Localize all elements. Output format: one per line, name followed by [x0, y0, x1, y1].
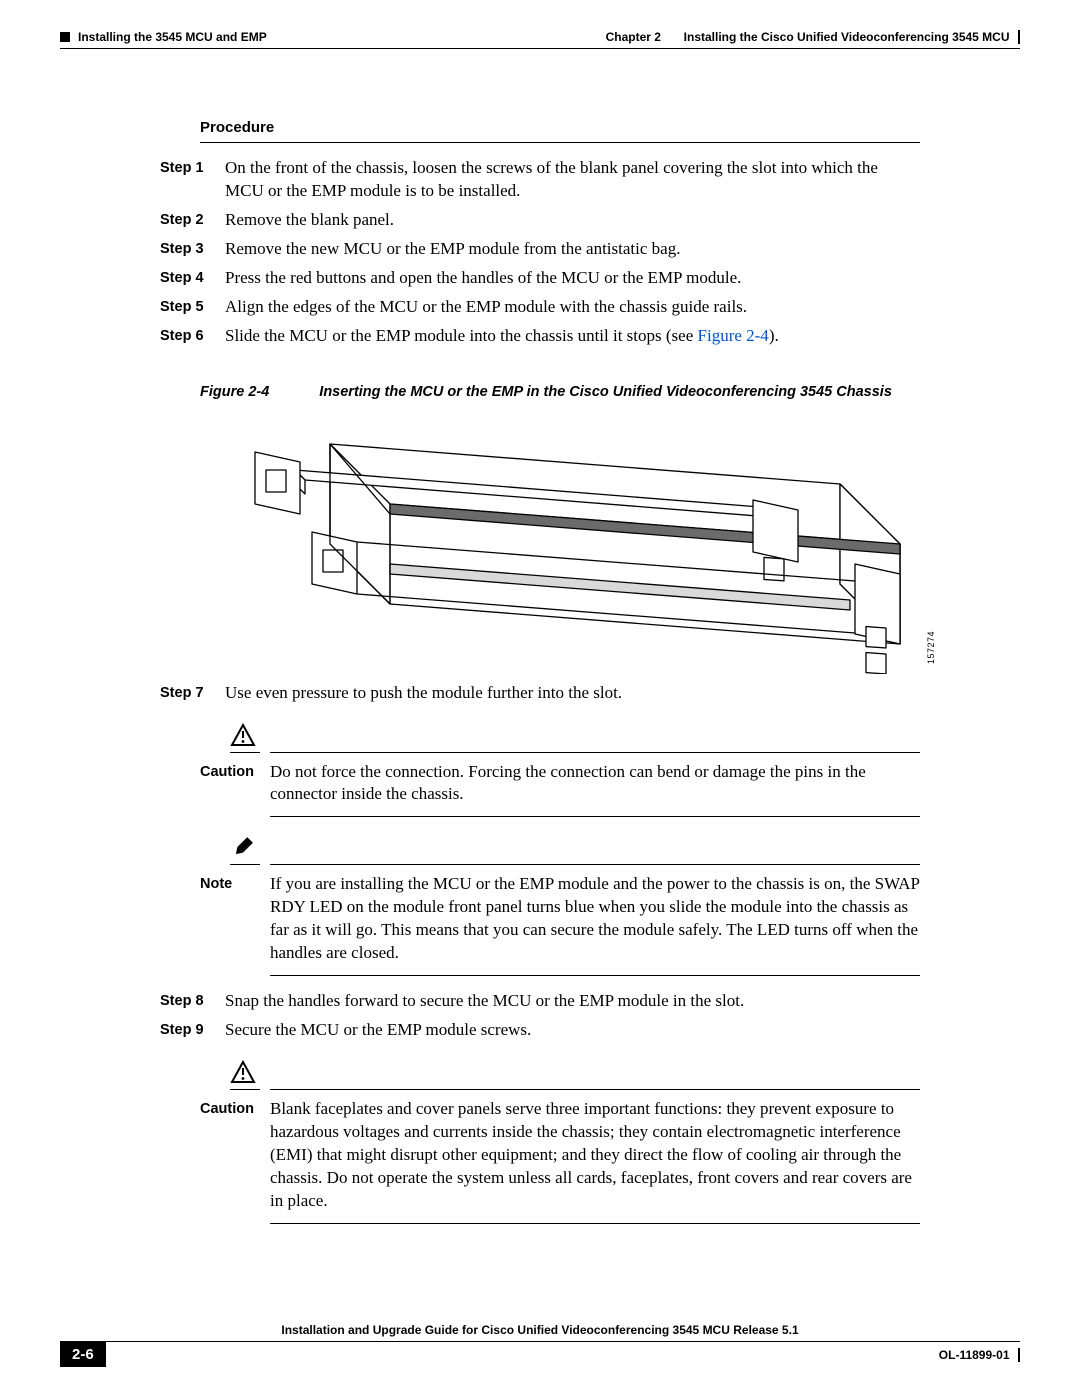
step-text: Remove the new MCU or the EMP module fro… [225, 238, 920, 261]
figure-caption-text: Inserting the MCU or the EMP in the Cisc… [319, 384, 892, 400]
callout-label: Note [200, 873, 270, 965]
figure-link[interactable]: Figure 2-4 [698, 326, 769, 345]
step-row: Step 9 Secure the MCU or the EMP module … [160, 1019, 920, 1042]
warning-icon [230, 1060, 256, 1089]
step-row: Step 8 Snap the handles forward to secur… [160, 990, 920, 1013]
callout-label: Caution [200, 761, 270, 807]
header-section-title: Installing the 3545 MCU and EMP [78, 30, 267, 44]
step-text-post: ). [769, 326, 779, 345]
procedure-rule [200, 142, 920, 143]
step-text: Snap the handles forward to secure the M… [225, 990, 920, 1013]
step-text: Use even pressure to push the module fur… [225, 682, 920, 705]
callout-text: Do not force the connection. Forcing the… [270, 761, 920, 807]
header-chapter-title: Installing the Cisco Unified Videoconfer… [684, 30, 1010, 44]
header-rule [60, 48, 1020, 49]
step-text: Align the edges of the MCU or the EMP mo… [225, 296, 920, 319]
step-text: Secure the MCU or the EMP module screws. [225, 1019, 920, 1042]
step-text: Press the red buttons and open the handl… [225, 267, 920, 290]
step-row: Step 4 Press the red buttons and open th… [160, 267, 920, 290]
figure-caption: Figure 2-4 Inserting the MCU or the EMP … [200, 384, 920, 400]
page-footer: Installation and Upgrade Guide for Cisco… [60, 1323, 1020, 1367]
note-icon [230, 835, 256, 864]
page-number-badge: 2-6 [60, 1342, 106, 1367]
step-label: Step 4 [160, 267, 225, 289]
footer-guide-title: Installation and Upgrade Guide for Cisco… [60, 1323, 1020, 1341]
figure-chassis: 157274 [200, 414, 920, 674]
header-vbar-icon [1018, 30, 1021, 44]
header-right: Chapter 2 Installing the Cisco Unified V… [606, 30, 1020, 44]
step-label: Step 5 [160, 296, 225, 318]
step-label: Step 3 [160, 238, 225, 260]
step-text: Remove the blank panel. [225, 209, 920, 232]
step-row: Step 3 Remove the new MCU or the EMP mod… [160, 238, 920, 261]
chassis-illustration [200, 414, 920, 674]
caution-callout: Caution Do not force the connection. For… [200, 723, 920, 818]
callout-text: If you are installing the MCU or the EMP… [270, 873, 920, 965]
header-square-icon [60, 32, 70, 42]
page-header: Installing the 3545 MCU and EMP Chapter … [60, 30, 1020, 46]
step-text: Slide the MCU or the EMP module into the… [225, 325, 920, 348]
callout-text: Blank faceplates and cover panels serve … [270, 1098, 920, 1213]
step-text: On the front of the chassis, loosen the … [225, 157, 920, 203]
footer-doc-number: OL-11899-01 [939, 1348, 1020, 1362]
caution-callout: Caution Blank faceplates and cover panel… [200, 1060, 920, 1224]
procedure-heading: Procedure [200, 119, 920, 136]
step-row: Step 2 Remove the blank panel. [160, 209, 920, 232]
step-label: Step 7 [160, 682, 225, 704]
warning-icon [230, 723, 256, 752]
note-callout: Note If you are installing the MCU or th… [200, 835, 920, 976]
step-row: Step 1 On the front of the chassis, loos… [160, 157, 920, 203]
footer-vbar-icon [1018, 1348, 1021, 1362]
footer-doc-text: OL-11899-01 [939, 1348, 1010, 1362]
step-label: Step 2 [160, 209, 225, 231]
step-row: Step 6 Slide the MCU or the EMP module i… [160, 325, 920, 348]
step-label: Step 1 [160, 157, 225, 179]
header-left: Installing the 3545 MCU and EMP [60, 30, 267, 44]
header-chapter-label: Chapter 2 [606, 30, 661, 44]
step-row: Step 5 Align the edges of the MCU or the… [160, 296, 920, 319]
step-label: Step 6 [160, 325, 225, 347]
step-text-pre: Slide the MCU or the EMP module into the… [225, 326, 698, 345]
step-row: Step 7 Use even pressure to push the mod… [160, 682, 920, 705]
figure-label: Figure 2-4 [200, 384, 269, 400]
figure-side-number: 157274 [926, 631, 936, 664]
step-label: Step 9 [160, 1019, 225, 1041]
callout-label: Caution [200, 1098, 270, 1213]
step-label: Step 8 [160, 990, 225, 1012]
